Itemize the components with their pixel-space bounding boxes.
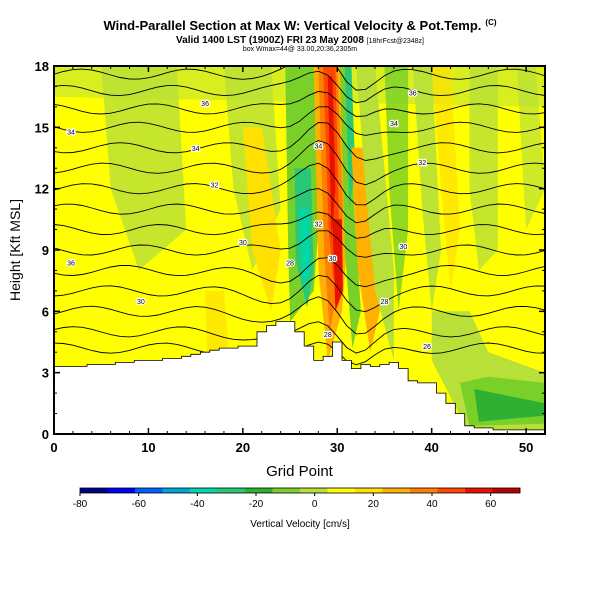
colorbar-swatch [245,488,273,493]
plot-area: 34 36 34 32 36 30 30 28 34 32 30 28 36 34 32 30 28 26 [54,66,545,434]
contour-label: 36 [201,101,209,108]
colorbar-swatch [492,488,521,493]
theta-contour-11 [54,274,545,313]
colorbar-swatch [272,488,301,493]
contour-label: 28 [381,299,389,306]
terrain-mask [54,321,545,434]
theta-contour-5 [54,140,545,186]
colorbar-swatch [107,488,136,493]
velocity-band-14 [351,147,380,353]
x-tick-label: 50 [519,440,533,455]
contour-label: 30 [239,240,247,247]
colorbar-swatch [382,488,411,493]
y-tick-label: 9 [42,243,49,258]
velocity-band-13 [344,66,356,210]
x-tick-label: 0 [50,440,57,455]
x-tick-label: 30 [330,440,344,455]
theta-contour-12 [54,296,545,335]
velocity-band-16 [384,66,409,312]
velocity-band-3 [242,127,281,312]
y-tick-label: 12 [35,182,49,197]
contour-label: 34 [314,144,322,151]
theta-contour-4 [54,122,545,161]
theta-contour-7 [54,188,545,224]
theta-contour-3 [54,106,545,136]
theta-contour-2 [54,90,545,117]
colorbar-swatch [135,488,163,493]
colorbar-tick-label: 60 [485,499,497,510]
contour-label: 34 [192,146,200,153]
colorbar-tick-label: 40 [426,499,438,510]
colorbar-tick-label: 20 [368,499,380,510]
colorbar-swatch [190,488,218,493]
chart-title: Wind-Parallel Section at Max W: Vertical… [0,18,600,33]
velocity-band-1 [101,66,187,271]
contour-label: 28 [286,260,294,267]
theta-contour-8 [54,211,545,239]
contour-label: 34 [67,129,75,136]
colorbar-swatch [355,488,383,493]
x-tick-label: 40 [424,440,438,455]
velocity-band-24 [474,389,545,422]
theta-contour-13 [54,321,545,354]
colorbar-label: Vertical Velocity [cm/s] [250,519,350,530]
velocity-band-18 [431,66,460,291]
contour-label: 36 [67,260,75,267]
forecast-hour: [18hrFcst@2348z] [366,38,424,45]
velocity-band-15 [356,66,394,361]
contour-label: 34 [390,121,398,128]
theta-contour-6 [54,162,545,206]
colorbar-swatch [80,488,108,493]
theta-contour-1 [54,70,545,104]
contour-label: 28 [324,332,332,339]
y-axis-label: Height [Kft MSL] [7,199,23,301]
y-tick-label: 15 [35,120,49,135]
colorbar-swatch [410,488,438,493]
velocity-band-10 [327,76,336,240]
contour-label: 30 [329,256,337,263]
contour-label: 30 [137,299,145,306]
colorbar-swatch [327,488,356,493]
y-tick-label: 0 [42,427,49,442]
x-axis-label: Grid Point [266,463,334,480]
theta-contour-9 [54,230,545,258]
velocity-band-20 [516,66,545,230]
colorbar-swatch [217,488,246,493]
theta-contour-10 [54,257,545,288]
colorbar-border [79,487,521,494]
colorbar-tick-label: -80 [73,499,88,510]
colorbar-tick-label: -40 [190,499,205,510]
colorbar-swatch [437,488,466,493]
chart-subtitle: Valid 1400 LST (1900Z) FRI 23 May 2008 [… [0,35,600,46]
x-tick-label: 10 [141,440,155,455]
colorbar: -80 -60 -40 -20 0 20 40 60 Vertical Velocity [cm… [73,487,521,530]
y-tick-label: 3 [42,366,49,381]
velocity-band-12 [340,66,361,349]
contour-label: 30 [399,244,407,251]
contour-label: 32 [418,160,426,167]
velocity-band-19 [469,66,498,271]
contour-label: 32 [211,183,219,190]
colorbar-tick-label: -20 [249,499,264,510]
max-location: box Wmax=44@ 33.00,20:36,2305m [242,46,358,53]
x-tick-label: 20 [236,440,250,455]
chart-title-main: Wind-Parallel Section at Max W: Vertical… [103,18,482,33]
contour-label: 36 [409,91,417,98]
contour-label: 26 [423,344,431,351]
colorbar-tick-label: 0 [312,499,318,510]
valid-time: Valid 1400 LST (1900Z) FRI 23 May 2008 [176,35,364,46]
colorbar-swatch [162,488,191,493]
theta-contour-0 [54,66,545,91]
colorbar-tick-label: -60 [131,499,146,510]
colorbar-swatch [300,488,328,493]
velocity-band-6 [299,209,310,291]
y-tick-label: 18 [35,59,49,74]
y-tick-label: 6 [42,304,49,319]
contour-label: 32 [314,221,322,228]
colorbar-swatch [465,488,493,493]
copyright-mark: (C) [485,18,497,27]
